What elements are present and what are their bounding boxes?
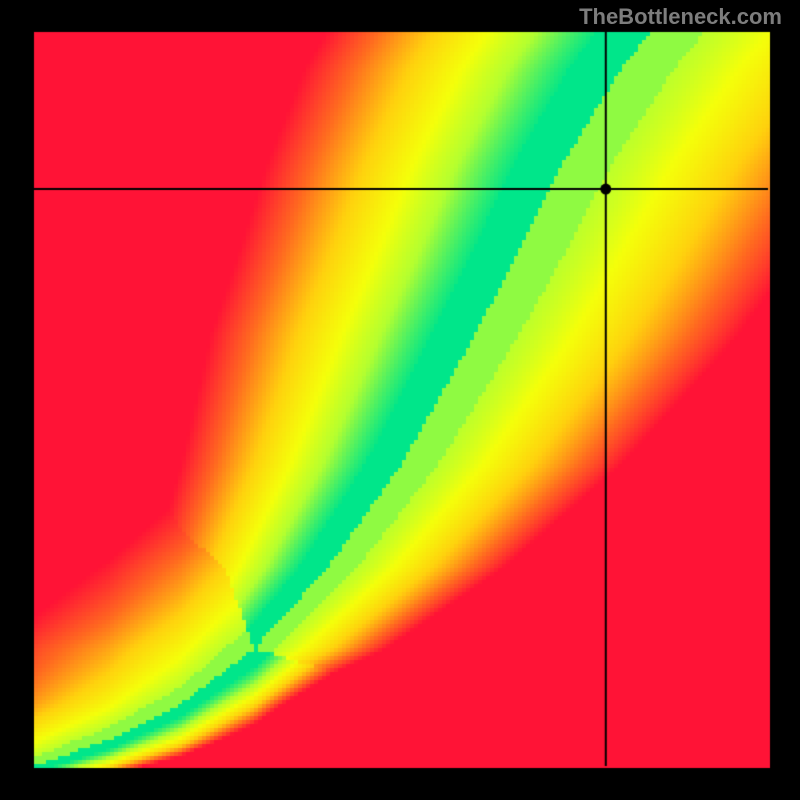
chart-container: TheBottleneck.com [0, 0, 800, 800]
bottleneck-heatmap [0, 0, 800, 800]
watermark-text: TheBottleneck.com [579, 4, 782, 30]
